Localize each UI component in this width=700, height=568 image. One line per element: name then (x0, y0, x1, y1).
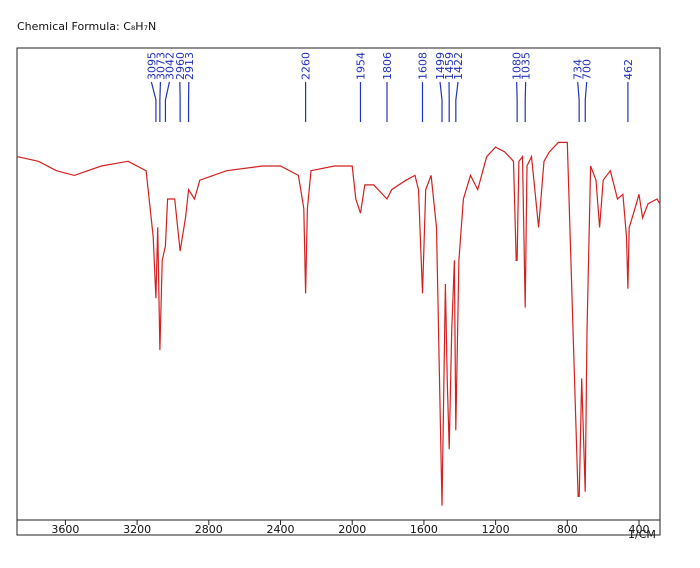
x-tick-label: 400 (629, 523, 650, 536)
peak-label: 2960 (174, 52, 187, 80)
spectrum-line (16, 141, 661, 506)
peak-label: 734 (572, 59, 585, 80)
peak-label: 462 (622, 59, 635, 80)
peak-label: 1954 (354, 52, 367, 80)
peak-leader (439, 81, 443, 122)
peak-label: 1499 (434, 52, 447, 80)
peak-leader (584, 81, 588, 122)
peak-label: 1422 (452, 52, 465, 80)
peak-leader (455, 81, 459, 122)
chart-title: Chemical Formula: C₈H₇N (17, 20, 156, 33)
x-tick-label: 2000 (338, 523, 366, 536)
plot-frame (16, 47, 661, 536)
peak-label: 1608 (416, 52, 429, 80)
peak-label: 2260 (300, 52, 313, 80)
peak-label: 1806 (381, 52, 394, 80)
peak-label: 700 (581, 59, 594, 80)
x-tick-label: 800 (557, 523, 578, 536)
x-tick-label: 2400 (267, 523, 295, 536)
peak-leader (577, 81, 580, 122)
x-axis-label: 1/CM (628, 528, 656, 541)
peak-label: 3073 (154, 52, 167, 80)
x-tick-label: 1200 (482, 523, 510, 536)
peak-leader (164, 81, 170, 122)
peak-label: 1080 (511, 52, 524, 80)
peak-label: 1035 (520, 52, 533, 80)
x-tick-label: 1600 (410, 523, 438, 536)
peak-label: 2913 (183, 52, 196, 80)
x-tick-label: 3200 (123, 523, 151, 536)
peak-leader (150, 81, 157, 122)
x-tick-label: 3600 (51, 523, 79, 536)
peak-leader (159, 81, 162, 122)
peak-label: 3042 (163, 52, 176, 80)
x-tick-label: 2800 (195, 523, 223, 536)
peak-label: 1459 (443, 52, 456, 80)
peak-label: 3095 (145, 52, 158, 80)
